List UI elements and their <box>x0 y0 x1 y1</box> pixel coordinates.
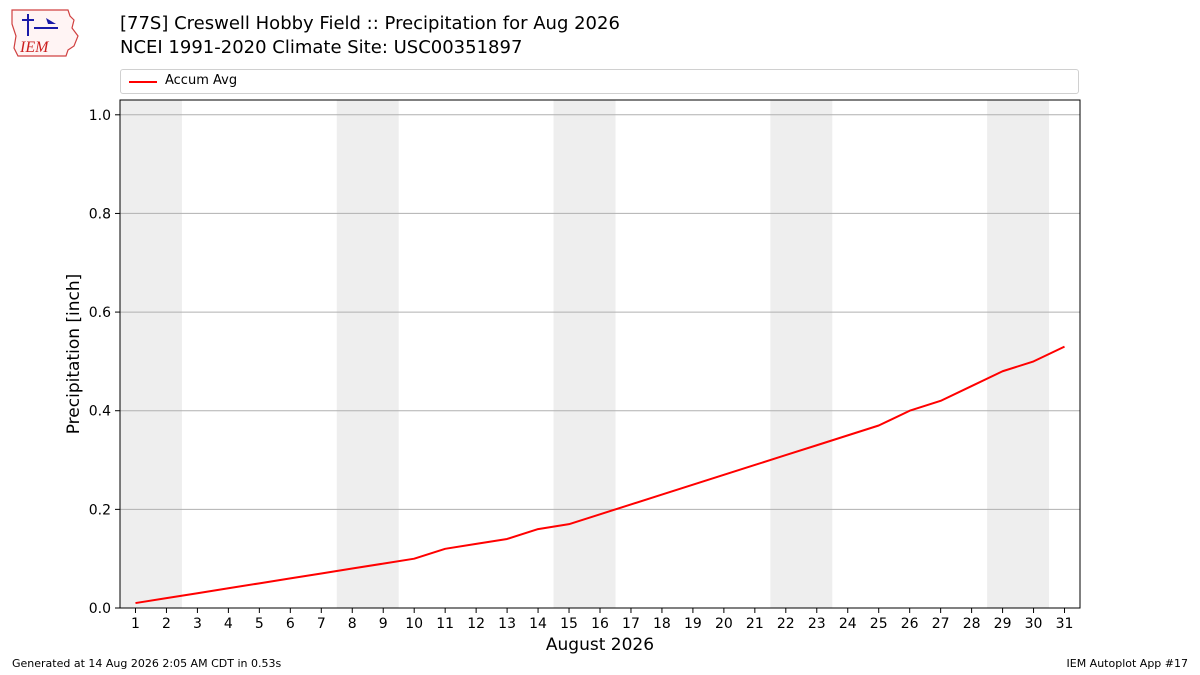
title-line-1: [77S] Creswell Hobby Field :: Precipitat… <box>120 13 620 34</box>
x-tick-label: 13 <box>498 616 516 632</box>
x-tick-label: 2 <box>162 616 171 632</box>
plot-frame <box>119 99 1081 609</box>
x-tick-label: 23 <box>808 616 826 632</box>
x-tick-label: 19 <box>684 616 702 632</box>
legend-label: Accum Avg <box>165 73 238 88</box>
x-tick-label: 4 <box>224 616 233 632</box>
x-axis-label: August 2026 <box>546 635 654 655</box>
footer-generated: Generated at 14 Aug 2026 2:05 AM CDT in … <box>12 657 282 670</box>
x-tick-label: 18 <box>653 616 671 632</box>
x-tick-label: 14 <box>529 616 547 632</box>
x-tick-label: 1 <box>131 616 140 632</box>
x-tick-label: 8 <box>348 616 357 632</box>
legend-swatch <box>129 81 157 83</box>
x-tick-label: 5 <box>255 616 264 632</box>
weekend-band <box>120 100 182 608</box>
weekend-band <box>553 100 616 608</box>
x-tick-label: 16 <box>591 616 609 632</box>
x-tick-label: 30 <box>1025 616 1043 632</box>
logo-text: IEM <box>19 39 50 56</box>
chart-title: [77S] Creswell Hobby Field :: Precipitat… <box>120 12 620 60</box>
x-tick-label: 20 <box>715 616 733 632</box>
y-tick-label: 0.8 <box>89 206 111 222</box>
weekend-band <box>770 100 833 608</box>
x-tick-label: 7 <box>317 616 326 632</box>
x-tick-label: 27 <box>932 616 950 632</box>
y-tick-label: 0.6 <box>89 305 111 321</box>
x-tick-label: 3 <box>193 616 202 632</box>
x-tick-label: 29 <box>994 616 1012 632</box>
x-tick-label: 6 <box>286 616 295 632</box>
x-tick-label: 17 <box>622 616 640 632</box>
title-line-2: NCEI 1991-2020 Climate Site: USC00351897 <box>120 37 523 58</box>
x-tick-label: 25 <box>870 616 888 632</box>
x-tick-label: 9 <box>379 616 388 632</box>
series-line-accum-avg <box>135 345 1065 605</box>
x-tick-label: 22 <box>777 616 795 632</box>
legend: Accum Avg <box>120 69 1079 94</box>
x-tick-label: 31 <box>1056 616 1074 632</box>
y-tick-label: 0.4 <box>89 404 111 420</box>
x-tick-label: 28 <box>963 616 981 632</box>
footer-app: IEM Autoplot App #17 <box>1066 657 1189 670</box>
x-tick-label: 15 <box>560 616 578 632</box>
iem-logo: IEM <box>11 9 79 57</box>
y-axis-label: Precipitation [inch] <box>64 274 84 435</box>
x-tick-label: 21 <box>746 616 764 632</box>
x-tick-label: 12 <box>467 616 485 632</box>
y-tick-label: 0.2 <box>89 502 111 518</box>
weekend-band <box>987 100 1050 608</box>
y-tick-label: 1.0 <box>89 108 111 124</box>
x-tick-label: 11 <box>436 616 454 632</box>
x-tick-label: 10 <box>405 616 423 632</box>
x-tick-label: 26 <box>901 616 919 632</box>
y-tick-label: 0.0 <box>89 601 111 617</box>
x-tick-label: 24 <box>839 616 857 632</box>
weekend-band <box>336 100 399 608</box>
